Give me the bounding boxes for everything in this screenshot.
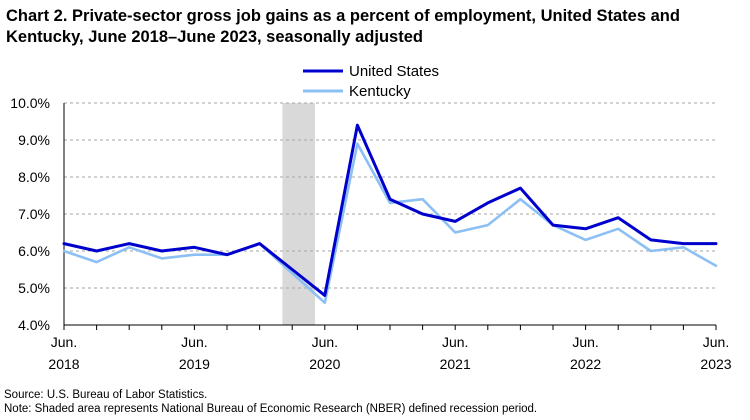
y-tick-label: 10.0% — [10, 95, 50, 111]
x-tick-label: Jun. — [572, 334, 598, 350]
x-tick-label: 2018 — [48, 356, 79, 372]
x-tick-label: Jun. — [703, 334, 729, 350]
footnotes: Source: U.S. Bureau of Labor Statistics.… — [4, 388, 537, 416]
y-tick-label: 7.0% — [18, 206, 50, 222]
chart-title: Chart 2. Private-sector gross job gains … — [6, 7, 680, 46]
source-note: Source: U.S. Bureau of Labor Statistics. — [4, 389, 208, 401]
x-tick-label: 2021 — [440, 356, 471, 372]
series-line-kentucky — [62, 142, 718, 305]
x-tick-label: Jun. — [312, 334, 338, 350]
x-tick-label: Jun. — [181, 334, 207, 350]
y-tick-label: 4.0% — [18, 317, 50, 333]
x-tick-label: 2019 — [179, 356, 210, 372]
y-tick-label: 6.0% — [18, 243, 50, 259]
x-tick-label: Jun. — [51, 334, 77, 350]
series-line-united-states — [62, 123, 718, 297]
y-tick-label: 5.0% — [18, 280, 50, 296]
y-tick-label: 9.0% — [18, 132, 50, 148]
x-tick-label: 2022 — [570, 356, 601, 372]
x-tick-label: Jun. — [442, 334, 468, 350]
legend-label: Kentucky — [349, 83, 411, 100]
y-tick-label: 8.0% — [18, 169, 50, 185]
x-tick-label: 2023 — [700, 356, 731, 372]
shading-note: Note: Shaded area represents National Bu… — [4, 403, 538, 415]
legend-label: United States — [349, 63, 439, 80]
x-tick-label: 2020 — [309, 356, 340, 372]
